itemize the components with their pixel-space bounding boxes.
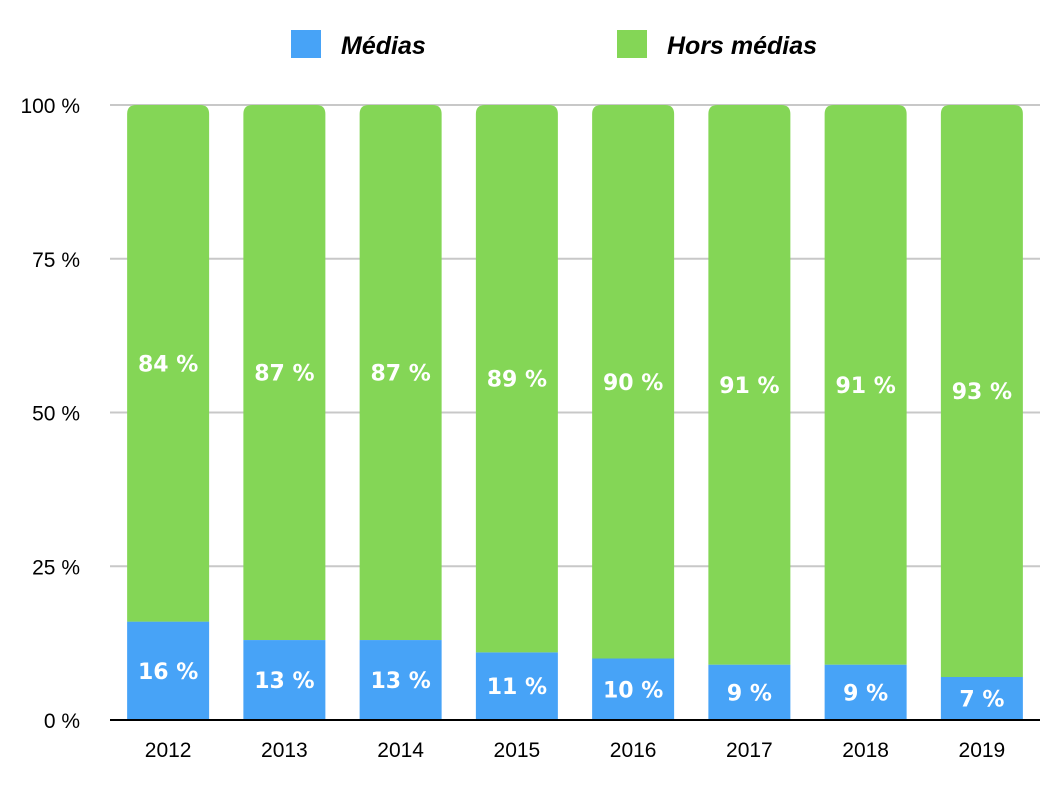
bars	[127, 105, 1023, 720]
data-label-hors-medias-2013: 87 %	[254, 362, 314, 387]
y-tick-label: 0 %	[44, 710, 80, 733]
legend-swatch-medias	[291, 30, 321, 58]
bar-hors-medias-2013	[243, 105, 326, 641]
y-tick-label: 25 %	[32, 556, 80, 579]
bar-hors-medias-2016	[592, 105, 675, 659]
data-label-medias-2014: 13 %	[370, 669, 430, 694]
bar-medias-2018	[824, 664, 907, 720]
data-label-medias-2018: 9 %	[843, 681, 888, 706]
x-tick-label: 2015	[494, 739, 541, 762]
data-label-medias-2012: 16 %	[138, 660, 198, 685]
data-label-hors-medias-2014: 87 %	[370, 362, 430, 387]
data-label-hors-medias-2019: 93 %	[952, 380, 1012, 405]
bar-hors-medias-2014	[359, 105, 442, 641]
bar-hors-medias-2017	[708, 105, 791, 665]
axes: 0 % 25 % 50 % 75 % 100 % 2012 2013 2014 2015 2016…	[20, 95, 1040, 762]
x-tick-label: 2018	[842, 739, 889, 762]
data-label-medias-2019: 7 %	[959, 687, 1004, 712]
data-label-medias-2017: 9 %	[727, 681, 772, 706]
x-tick-label: 2012	[145, 739, 192, 762]
bar-hors-medias-2019	[940, 105, 1023, 677]
x-tick-label: 2016	[610, 739, 657, 762]
x-tick-label: 2014	[377, 739, 424, 762]
data-label-hors-medias-2017: 91 %	[719, 374, 779, 399]
bar-medias-2017	[708, 664, 791, 720]
y-tick-label: 75 %	[32, 249, 80, 272]
data-label-hors-medias-2012: 84 %	[138, 352, 198, 377]
data-label-medias-2015: 11 %	[487, 675, 547, 700]
data-label-hors-medias-2018: 91 %	[835, 374, 895, 399]
bar-medias-2012	[127, 621, 210, 720]
y-tick-label: 100 %	[20, 95, 80, 118]
bar-medias-2016	[592, 658, 675, 720]
bar-hors-medias-2015	[475, 105, 558, 653]
data-label-medias-2013: 13 %	[254, 669, 314, 694]
legend-swatch-hors-medias	[617, 30, 647, 58]
bar-medias-2019	[940, 676, 1023, 720]
bar-medias-2015	[475, 652, 558, 720]
data-label-medias-2016: 10 %	[603, 678, 663, 703]
data-label-hors-medias-2016: 90 %	[603, 371, 663, 396]
bar-labels: 16 % 84 % 13 % 87 % 13 % 87 % 11 % 89 % 10 % 90 %…	[138, 352, 1012, 712]
bar-medias-2013	[243, 640, 326, 720]
legend-label-hors-medias: Hors médias	[667, 32, 817, 60]
x-tick-label: 2013	[261, 739, 308, 762]
bar-medias-2014	[359, 640, 442, 720]
y-tick-label: 50 %	[32, 403, 80, 426]
legend: Médias Hors médias	[291, 30, 817, 60]
bar-hors-medias-2018	[824, 105, 907, 665]
x-tick-label: 2019	[959, 739, 1006, 762]
bar-hors-medias-2012	[127, 105, 210, 622]
x-tick-label: 2017	[726, 739, 773, 762]
data-label-hors-medias-2015: 89 %	[487, 368, 547, 393]
legend-label-medias: Médias	[341, 32, 426, 60]
